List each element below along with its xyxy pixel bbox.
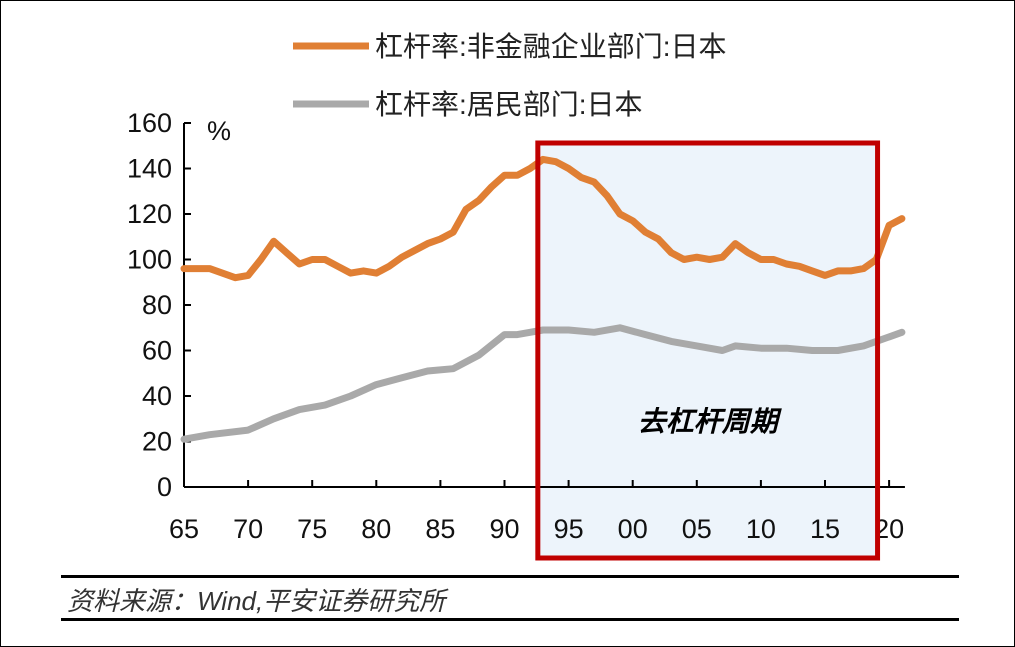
y-tick-label: 20 — [142, 427, 172, 457]
x-tick-label: 70 — [233, 514, 263, 544]
y-tick-label: 120 — [127, 199, 172, 229]
x-tick-label: 75 — [297, 514, 327, 544]
x-tick-label: 65 — [169, 514, 199, 544]
x-tick-label: 00 — [618, 514, 648, 544]
y-tick-label: 140 — [127, 154, 172, 184]
series-line-2 — [180, 324, 906, 443]
x-tick-label: 80 — [361, 514, 391, 544]
y-tick-label: 80 — [142, 290, 172, 320]
highlight-label: 去杠杆周期 — [638, 406, 783, 437]
y-tick-label: 0 — [157, 472, 172, 502]
y-tick-label: 100 — [127, 245, 172, 275]
y-tick-label: 160 — [127, 108, 172, 138]
y-tick-label: 60 — [142, 336, 172, 366]
legend-label-1: 杠杆率:非金融企业部门:日本 — [375, 31, 727, 62]
x-tick-label: 90 — [489, 514, 519, 544]
y-unit-label: % — [207, 116, 231, 146]
legend-label-2: 杠杆率:居民部门:日本 — [375, 89, 643, 120]
source-note: 资料来源：Wind,平安证券研究所 — [67, 586, 446, 616]
series-line-1 — [180, 155, 906, 282]
x-tick-label: 05 — [682, 514, 712, 544]
x-tick-label: 15 — [810, 514, 840, 544]
x-tick-label: 95 — [554, 514, 584, 544]
footer-top-rule — [61, 575, 959, 578]
x-tick-label: 85 — [425, 514, 455, 544]
footer-bottom-rule — [61, 618, 959, 621]
highlight-border — [535, 140, 881, 561]
x-tick-label: 10 — [746, 514, 776, 544]
y-tick-label: 40 — [142, 381, 172, 411]
